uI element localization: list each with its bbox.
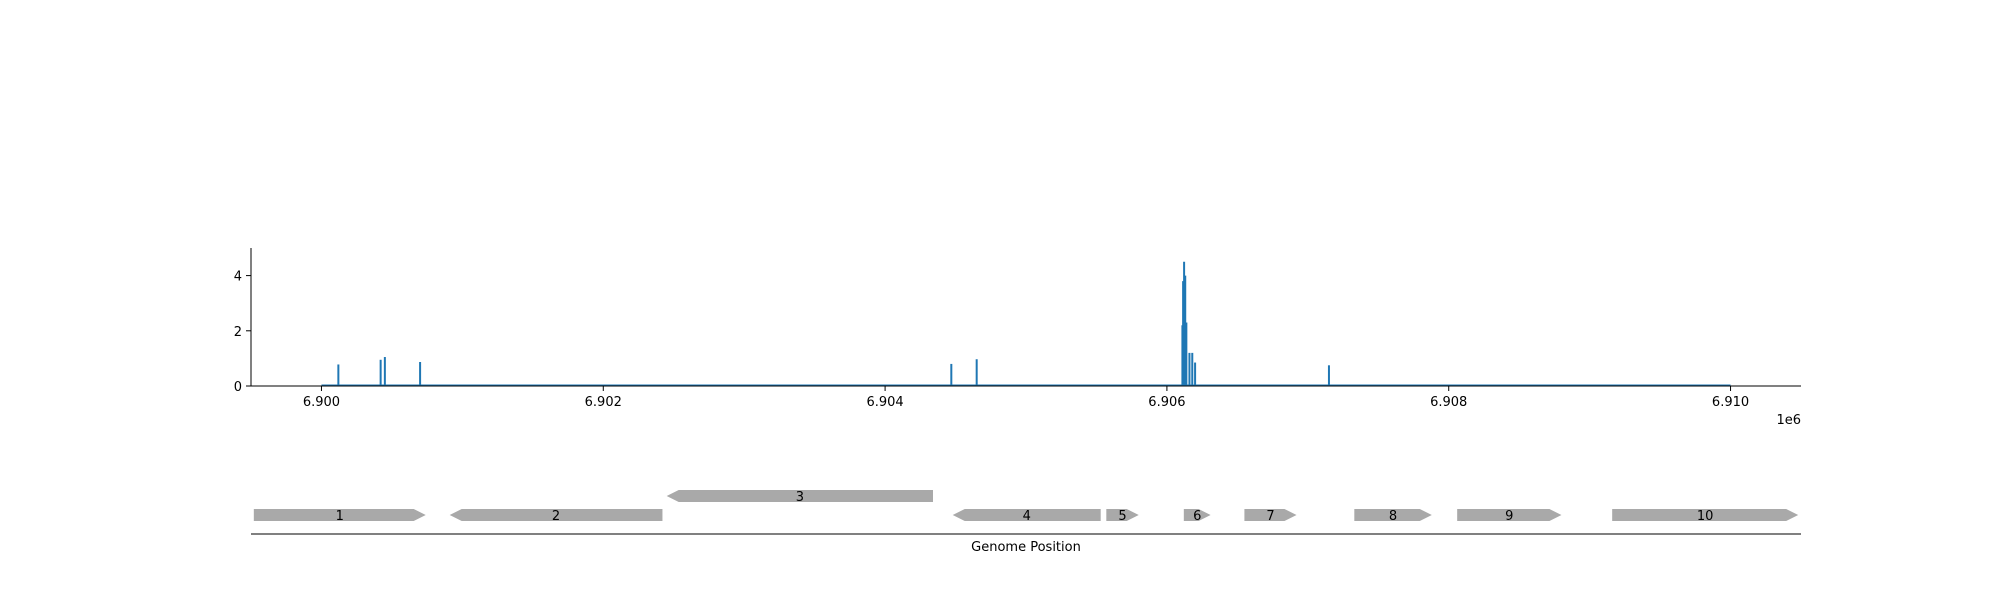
gene-arrow-8 bbox=[1354, 509, 1432, 521]
gene-label-3: 3 bbox=[796, 490, 804, 505]
gene-label-1: 1 bbox=[336, 509, 344, 524]
gene-label-7: 7 bbox=[1266, 509, 1274, 524]
y-tick-label: 0 bbox=[234, 380, 242, 395]
gene-label-8: 8 bbox=[1389, 509, 1397, 524]
gene-label-2: 2 bbox=[552, 509, 560, 524]
x-axis-ticks: 6.900 6.902 6.904 6.906 6.908 6.910 bbox=[303, 386, 1749, 410]
x-tick-label: 6.908 bbox=[1430, 395, 1467, 410]
y-tick-label: 2 bbox=[234, 325, 242, 340]
gene-label-5: 5 bbox=[1118, 509, 1126, 524]
gene-label-4: 4 bbox=[1023, 509, 1031, 524]
y-axis-ticks: 0 2 4 bbox=[234, 270, 251, 395]
x-tick-label: 6.900 bbox=[303, 395, 340, 410]
gene-label-10: 10 bbox=[1697, 509, 1714, 524]
gene-arrows: 1 2 3 4 5 6 7 8 9 10 bbox=[253, 490, 1799, 524]
gene-arrow-2 bbox=[449, 509, 663, 521]
x-axis-label: Genome Position bbox=[971, 540, 1081, 555]
y-tick-label: 4 bbox=[234, 270, 242, 285]
gene-label-9: 9 bbox=[1505, 509, 1513, 524]
gene-arrow-1 bbox=[253, 509, 426, 521]
coverage-spikes bbox=[321, 261, 1731, 387]
gene-arrow-5 bbox=[1106, 509, 1139, 521]
x-tick-label: 6.910 bbox=[1712, 395, 1749, 410]
coverage-plot: 0 2 4 6.900 6.902 6.904 6.906 6.908 6.910 1e6 bbox=[234, 248, 1801, 428]
gene-arrow-9 bbox=[1457, 509, 1562, 521]
gene-arrow-10 bbox=[1612, 509, 1799, 521]
gene-track: 1 2 3 4 5 6 7 8 9 10 Genome Position bbox=[251, 490, 1801, 555]
x-tick-label: 6.902 bbox=[585, 395, 622, 410]
gene-arrow-7 bbox=[1244, 509, 1297, 521]
gene-arrow-3 bbox=[666, 490, 933, 502]
x-tick-label: 6.906 bbox=[1148, 395, 1185, 410]
gene-arrow-4 bbox=[952, 509, 1101, 521]
gene-arrow-6 bbox=[1183, 509, 1211, 521]
x-tick-label: 6.904 bbox=[866, 395, 903, 410]
x-axis-offset-label: 1e6 bbox=[1776, 413, 1801, 428]
gene-label-6: 6 bbox=[1193, 509, 1201, 524]
